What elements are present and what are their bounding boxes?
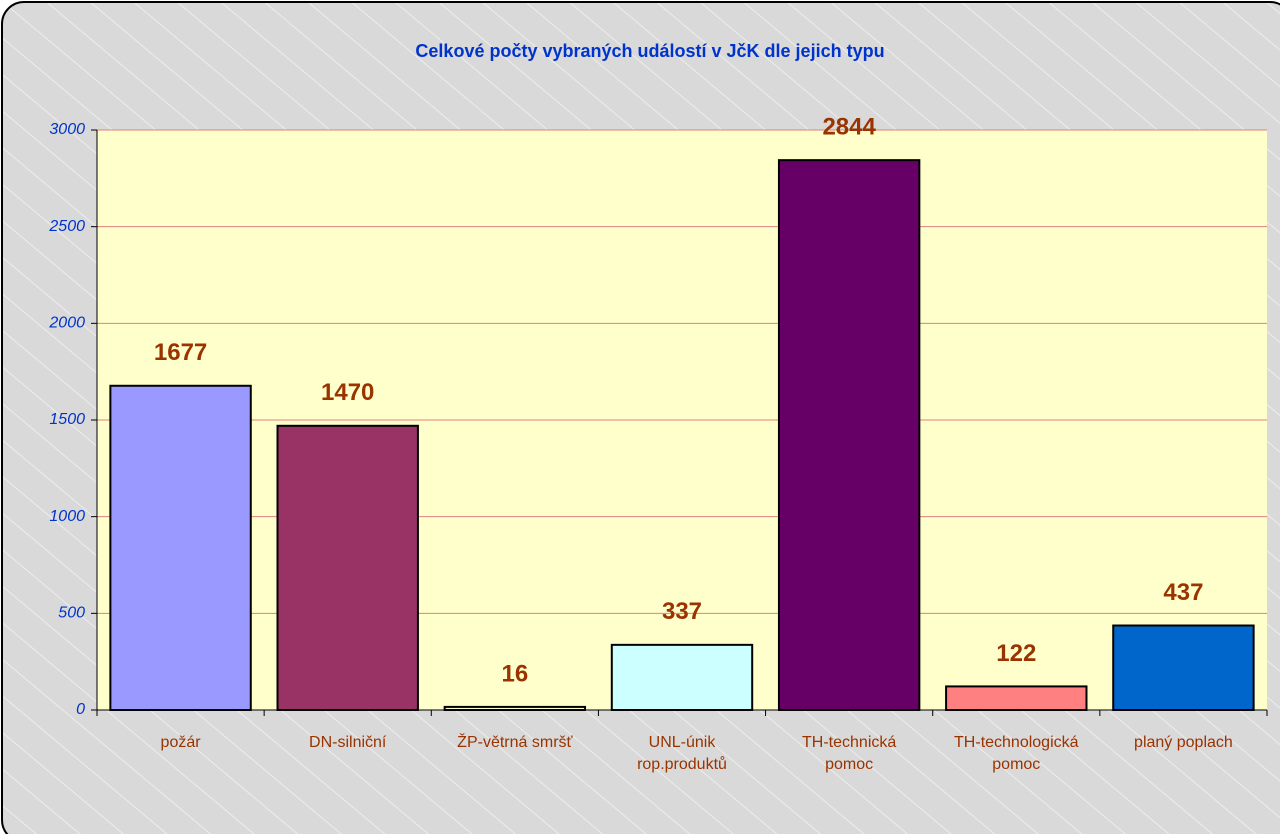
x-tick-label: požár [160, 734, 201, 751]
x-tick-label: UNL-únik rop.produktů [637, 734, 727, 773]
bar [610, 643, 754, 712]
bar [777, 159, 921, 712]
y-tick-label: 500 [58, 605, 85, 622]
x-tick-label: TH-technická pomoc [802, 734, 897, 773]
x-tick-label: ŽP-větrná smršť [457, 734, 573, 751]
chart-title: Celkové počty vybraných událostí v JčK d… [415, 41, 884, 61]
y-tick-label: 2500 [48, 218, 85, 235]
bar [276, 424, 419, 711]
y-tick-label: 1000 [49, 508, 85, 525]
data-label: 2844 [822, 114, 876, 141]
y-tick-label: 2000 [48, 315, 85, 332]
x-tick-label: DN-silniční [309, 734, 387, 751]
y-tick-label: 3000 [49, 121, 85, 138]
data-label: 1470 [321, 379, 374, 406]
y-tick-label: 1500 [49, 411, 85, 428]
x-tick-label: TH-technologická pomoc [954, 734, 1079, 773]
bar [945, 685, 1088, 711]
x-tick-label: planý poplach [1134, 734, 1233, 751]
y-tick-label: 0 [76, 701, 85, 718]
bar [1112, 624, 1255, 711]
bar [443, 705, 587, 712]
data-label: 16 [502, 660, 529, 687]
data-label: 437 [1163, 579, 1203, 606]
bar [109, 384, 252, 711]
data-label: 1677 [154, 339, 207, 366]
data-label: 337 [662, 598, 702, 625]
data-label: 122 [996, 640, 1036, 667]
